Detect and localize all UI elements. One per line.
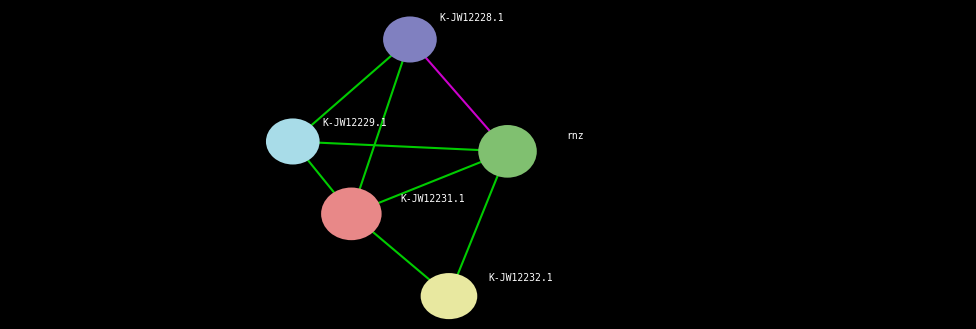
Ellipse shape [383,16,436,63]
Ellipse shape [421,273,477,319]
Text: K-JW12231.1: K-JW12231.1 [400,194,465,204]
Text: K-JW12228.1: K-JW12228.1 [439,13,504,23]
Ellipse shape [321,188,382,240]
Ellipse shape [266,118,320,164]
Ellipse shape [478,125,537,178]
Text: rnz: rnz [566,132,584,141]
Text: K-JW12232.1: K-JW12232.1 [488,273,552,283]
Text: K-JW12229.1: K-JW12229.1 [322,118,386,128]
